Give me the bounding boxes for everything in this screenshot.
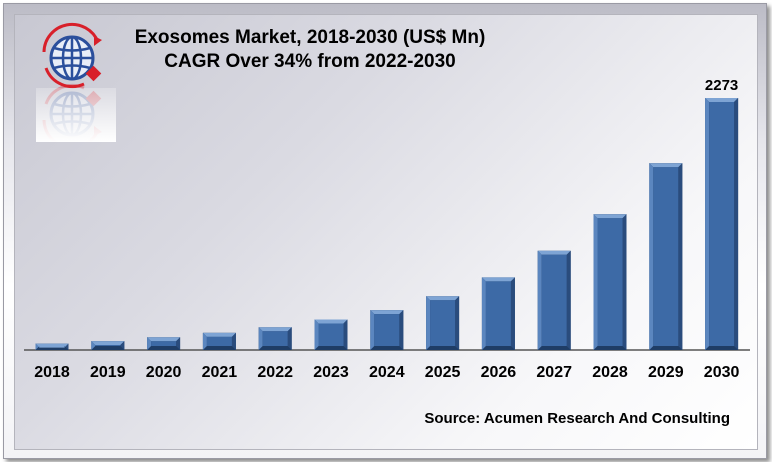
chart-title: Exosomes Market, 2018-2030 (US$ Mn) CAGR… (100, 26, 520, 74)
x-tick-label: 2023 (313, 364, 349, 381)
x-tick-label: 2029 (648, 364, 684, 381)
x-tick-label: 2020 (146, 364, 182, 381)
source-note: Source: Acumen Research And Consulting (424, 410, 730, 427)
bar-2024 (370, 310, 404, 350)
data-label: 2273 (705, 77, 738, 94)
bar-2020 (147, 337, 181, 350)
bar-2028 (593, 214, 627, 350)
bar-2027 (537, 250, 571, 350)
bar-2030 (705, 98, 739, 350)
x-tick-label: 2027 (536, 364, 572, 381)
title-line-2: CAGR Over 34% from 2022-2030 (164, 51, 456, 72)
bar-2021 (202, 332, 236, 350)
x-tick-label: 2025 (425, 364, 461, 381)
x-tick-label: 2019 (90, 364, 126, 381)
globe-logo-icon (36, 22, 116, 142)
chart-frame (3, 3, 767, 459)
x-tick-label: 2021 (202, 364, 238, 381)
x-tick-label: 2018 (34, 364, 70, 381)
x-tick-label: 2024 (369, 364, 405, 381)
bar-2025 (426, 296, 460, 350)
bar-2023 (314, 319, 348, 350)
x-tick-label: 2026 (481, 364, 517, 381)
bar-2018 (35, 343, 69, 350)
title-line-1: Exosomes Market, 2018-2030 (US$ Mn) (134, 27, 486, 48)
chart-panel (14, 14, 758, 450)
x-tick-label: 2028 (592, 364, 628, 381)
bar-2022 (258, 327, 292, 350)
x-tick-label: 2022 (257, 364, 293, 381)
bar-2029 (649, 163, 683, 350)
bar-2026 (481, 277, 515, 350)
bar-2019 (91, 341, 125, 350)
x-tick-label: 2030 (704, 364, 740, 381)
